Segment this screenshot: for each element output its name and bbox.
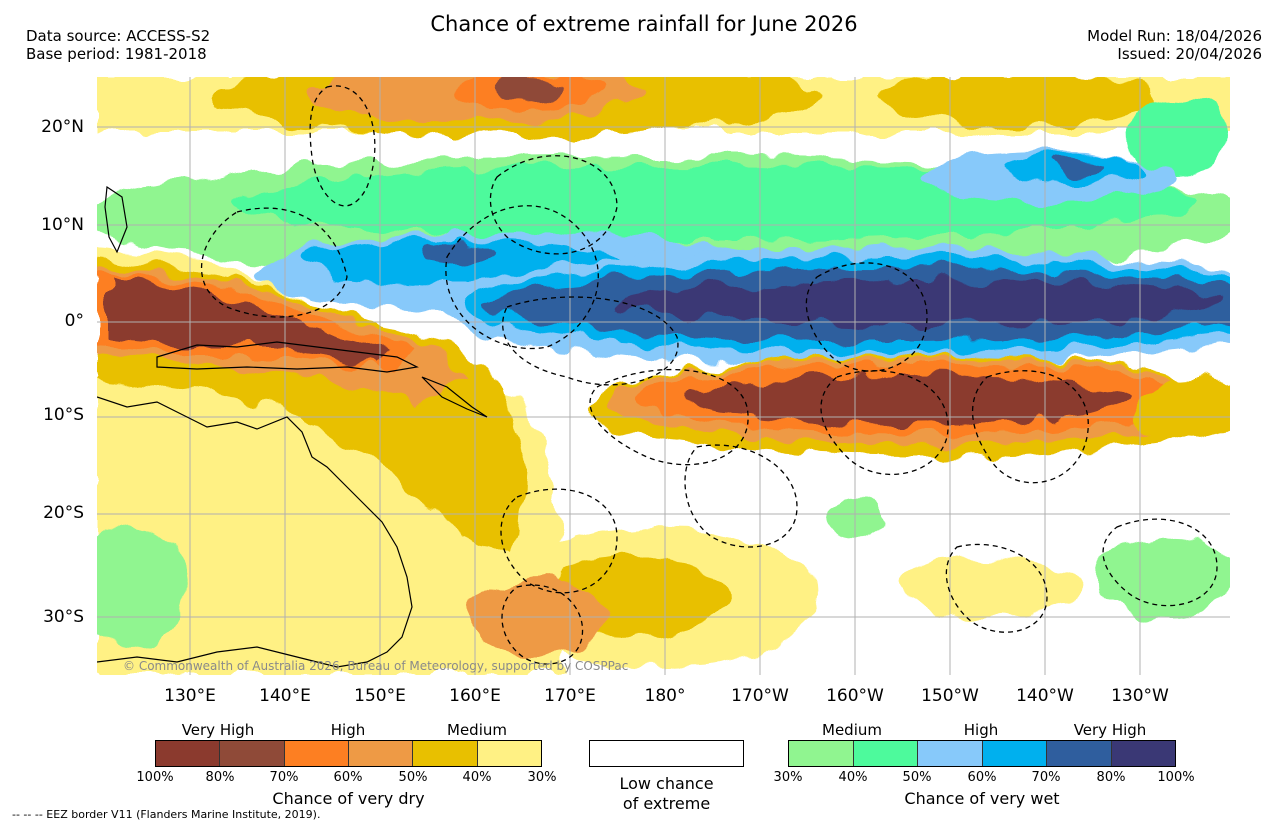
lon-label-150w: 150°W [921,686,979,706]
model-run: Model Run: 18/04/2026 [1087,27,1262,45]
rainfall-map-svg [97,77,1230,675]
dry-tick-80: 80% [205,770,235,785]
low-chance-line1: Low chance [619,774,714,793]
lat-label-0: 0° [64,311,84,331]
lat-label-30s: 30°S [43,607,84,627]
eez-note: -- -- -- EEZ border V11 (Flanders Marine… [12,808,321,821]
model-run-info: Model Run: 18/04/2026 Issued: 20/04/2026 [1087,27,1262,63]
lon-label-170w: 170°W [731,686,789,706]
lon-label-130w: 130°W [1111,686,1169,706]
wet-caption: Chance of very wet [904,789,1060,808]
lon-label-140w: 140°W [1016,686,1074,706]
dry-tick-70: 70% [269,770,299,785]
wet-tick-50: 50% [902,770,932,785]
dry-tick-60: 60% [333,770,363,785]
copyright-credit: © Commonwealth of Australia 2026, Bureau… [123,659,629,673]
dry-tick-100: 100% [136,770,174,785]
lon-label-160e: 160°E [449,686,501,706]
dry-category-high: High [330,721,366,739]
wet-colorbar [788,740,1176,767]
dry-colorbar [155,740,542,767]
low-chance-line2: of extreme [622,794,711,813]
wet-tick-100: 100% [1157,770,1195,785]
probability-field [97,77,1230,675]
lat-label-20n: 20°N [41,117,84,137]
wet-tick-80: 80% [1096,770,1126,785]
wet-category-very-high: Very High [1073,721,1147,739]
dry-swatch-5 [413,741,478,766]
lon-label-160w: 160°W [826,686,884,706]
lon-label-180: 180° [644,686,686,706]
wet-tick-70: 70% [1031,770,1061,785]
dry-category-very-high: Very High [181,721,255,739]
wet-swatch-2 [853,741,918,766]
dry-tick-40: 40% [462,770,492,785]
wet-swatch-3 [918,741,983,766]
data-source: Data source: ACCESS-S2 [26,27,211,45]
lon-label-150e: 150°E [354,686,406,706]
eez-borders [200,85,1218,665]
coastlines [97,185,488,668]
low-chance-caption: Low chance of extreme [589,774,744,814]
lat-label-10n: 10°N [41,215,84,235]
lon-label-140e: 140°E [259,686,311,706]
dry-swatch-1 [156,741,221,766]
rainfall-map [97,77,1230,675]
dry-caption: Chance of very dry [272,789,425,808]
lat-label-10s: 10°S [43,405,84,425]
wet-swatch-5 [1047,741,1112,766]
lon-label-130e: 130°E [164,686,216,706]
dry-swatch-2 [220,741,285,766]
data-source-info: Data source: ACCESS-S2 Base period: 1981… [26,27,210,63]
dry-swatch-4 [348,741,414,766]
dry-category-medium: Medium [447,721,507,739]
wet-swatch-1 [789,741,854,766]
dry-tick-30: 30% [527,770,557,785]
dry-swatch-3 [284,741,349,766]
dry-swatch-6 [477,741,541,766]
wet-category-medium: Medium [822,721,882,739]
wet-category-high: High [963,721,999,739]
dry-tick-50: 50% [398,770,428,785]
issued-date: Issued: 20/04/2026 [1117,45,1262,63]
low-chance-swatch [589,740,744,767]
base-period: Base period: 1981-2018 [26,45,207,63]
wet-tick-30: 30% [773,770,803,785]
wet-swatch-6 [1111,741,1175,766]
lat-label-20s: 20°S [43,503,84,523]
wet-tick-60: 60% [967,770,997,785]
lon-label-170e: 170°E [544,686,596,706]
map-title: Chance of extreme rainfall for June 2026 [430,12,858,36]
wet-tick-40: 40% [838,770,868,785]
wet-swatch-4 [982,741,1047,766]
